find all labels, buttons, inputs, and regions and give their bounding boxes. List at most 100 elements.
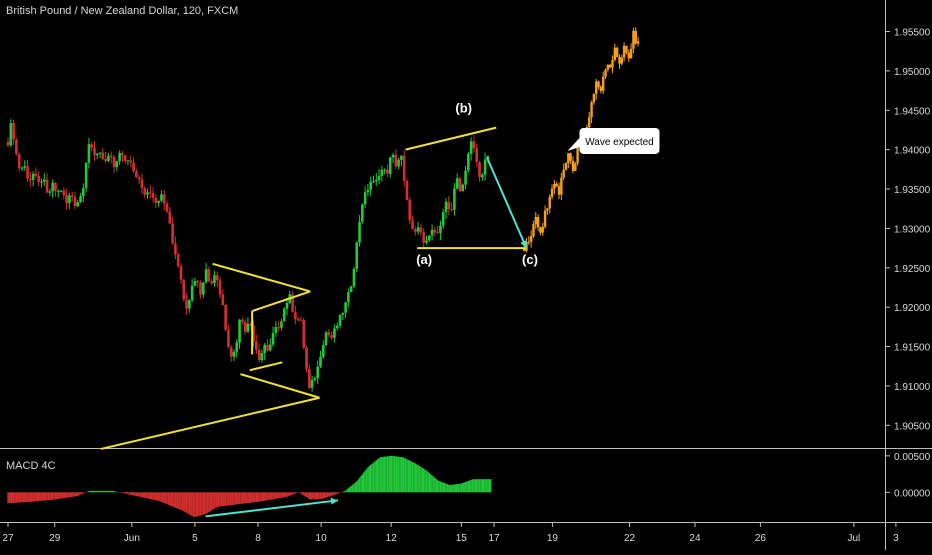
- candle-body: [296, 318, 300, 320]
- candle-body: [388, 157, 392, 174]
- projection-candle-body: [618, 56, 621, 64]
- projection-candle-body: [576, 145, 579, 164]
- candle-body: [15, 139, 18, 155]
- projection-candle-body: [553, 184, 556, 189]
- candle-body: [59, 190, 63, 192]
- candle-body: [104, 158, 107, 161]
- candle-body: [224, 305, 227, 330]
- candle-body: [333, 328, 336, 338]
- candle-body: [90, 144, 93, 148]
- candle-body: [363, 192, 367, 205]
- price-tick-label: 1.93000: [894, 224, 931, 235]
- candle-body: [280, 321, 283, 328]
- projection-candle-body: [522, 248, 526, 251]
- candle-body: [207, 269, 211, 282]
- candle-body: [246, 323, 250, 332]
- macd-tick-label: 0.00500: [894, 452, 931, 463]
- candle-body: [243, 321, 247, 332]
- price-tick-label: 1.90500: [894, 421, 931, 432]
- candle-body: [439, 225, 442, 233]
- candle-body: [397, 159, 400, 167]
- candle-body: [232, 351, 236, 357]
- projection-candle-body: [627, 52, 630, 59]
- candle-body: [31, 173, 35, 180]
- candle-body: [402, 155, 406, 182]
- callout-pointer: [567, 137, 580, 151]
- candle-body: [137, 177, 141, 180]
- candle-body: [174, 243, 177, 255]
- candle-body: [218, 280, 222, 295]
- projection-candle-body: [527, 241, 530, 243]
- pattern-line: [249, 361, 283, 372]
- candle-body: [162, 194, 166, 204]
- projection-candle-body: [595, 81, 598, 94]
- candle-body: [23, 166, 27, 168]
- candle-body: [68, 195, 71, 204]
- macd-divergence-arrow: [205, 499, 339, 518]
- candle-body: [263, 344, 266, 354]
- candle-body: [143, 188, 147, 195]
- time-tick-label: 5: [192, 533, 198, 544]
- candle-body: [235, 342, 239, 352]
- candle-body: [132, 162, 135, 172]
- projection-candle-body: [555, 184, 558, 187]
- candle-body: [165, 203, 169, 212]
- candle-body: [422, 232, 426, 243]
- candle-body: [467, 153, 470, 171]
- projection-candle-body: [541, 226, 544, 233]
- wave-label: (c): [522, 252, 538, 267]
- projection-candle-body: [569, 153, 572, 161]
- candle-body: [34, 173, 38, 176]
- projection-candle-body: [620, 57, 623, 64]
- candle-body: [109, 155, 113, 157]
- candle-body: [453, 188, 456, 210]
- candle-body: [430, 229, 434, 236]
- time-tick-label: 27: [2, 533, 14, 544]
- projection-candle-body: [625, 45, 628, 53]
- time-tick-label: 17: [488, 533, 500, 544]
- price-tick-label: 1.92000: [894, 303, 931, 314]
- projection-candle-body: [632, 30, 635, 49]
- candle-body: [241, 319, 244, 322]
- pattern-line: [212, 262, 311, 293]
- candle-body: [56, 190, 60, 192]
- candle-body: [271, 332, 275, 345]
- candle-body: [369, 181, 372, 190]
- price-tick-label: 1.91000: [894, 382, 931, 393]
- projection-candle-body: [532, 224, 535, 237]
- candle-body: [405, 181, 409, 200]
- candle-body: [308, 369, 311, 388]
- candle-body: [154, 197, 158, 203]
- candle-body: [302, 320, 306, 348]
- candle-body: [282, 308, 286, 322]
- candle-body: [294, 312, 297, 319]
- candle-body: [408, 199, 412, 221]
- candle-body: [227, 329, 230, 348]
- candle-body: [341, 312, 345, 315]
- candle-body: [321, 345, 325, 357]
- candle-body: [450, 209, 453, 211]
- candle-body: [40, 181, 43, 183]
- price-tick-label: 1.92500: [894, 264, 931, 275]
- price-tick-label: 1.95500: [894, 28, 931, 39]
- candle-body: [87, 144, 91, 163]
- macd-label: MACD 4C: [6, 460, 56, 472]
- candle-body: [129, 160, 133, 163]
- candle-body: [455, 178, 459, 189]
- candle-body: [338, 314, 342, 326]
- candle-body: [316, 366, 319, 379]
- candle-body: [483, 159, 487, 175]
- candle-body: [441, 211, 445, 226]
- projection-candle-body: [590, 102, 593, 118]
- candle-body: [146, 192, 149, 195]
- time-tick-label: 10: [316, 533, 328, 544]
- candle-body: [84, 162, 88, 189]
- candle-body: [411, 220, 414, 230]
- time-tick-label: 22: [624, 533, 636, 544]
- pattern-line: [100, 396, 320, 450]
- pattern-line: [251, 290, 311, 313]
- candle-body: [327, 332, 331, 336]
- chart-title: British Pound / New Zealand Dollar, 120,…: [6, 5, 239, 17]
- candle-body: [73, 197, 77, 207]
- price-tick-label: 1.94500: [894, 106, 931, 117]
